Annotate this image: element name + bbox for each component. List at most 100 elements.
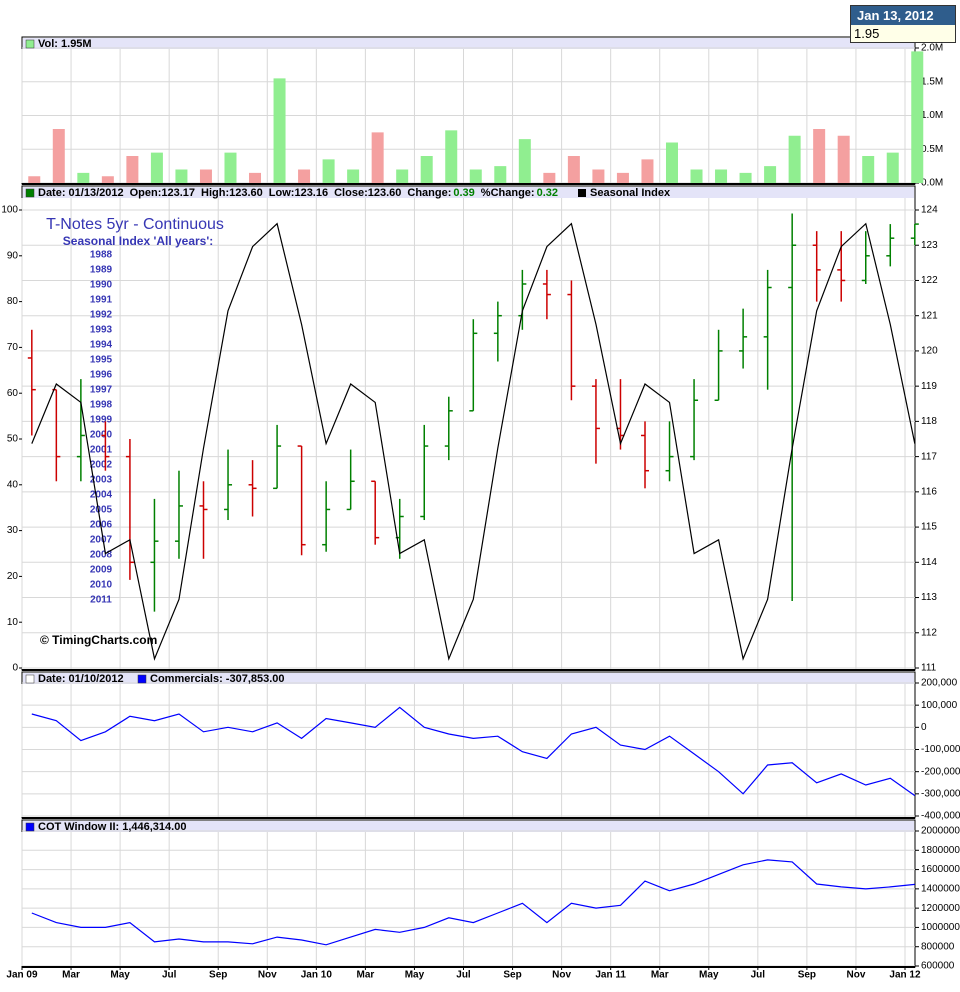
header-info: Date: 01/13/2012 Open:123.17 High:123.60 Lo…: [38, 187, 558, 199]
volume-bar: [592, 169, 605, 183]
series-line: [31, 222, 916, 661]
header-field: Open:123.17: [130, 187, 195, 199]
legend-swatch: [25, 39, 35, 49]
volume-bar: [911, 51, 924, 183]
volume-bar: [52, 129, 65, 183]
y-tick-label: 119: [921, 381, 937, 392]
y2-tick-label: 80: [7, 296, 19, 307]
volume-bar: [690, 169, 703, 183]
volume-bar: [396, 169, 409, 183]
x-tick-label: Mar: [651, 970, 669, 981]
volume-bar: [764, 166, 777, 183]
header-field: High:123.60: [201, 187, 263, 199]
volume-bar: [616, 172, 629, 183]
x-tick-label: Jan 09: [6, 970, 38, 981]
legend-swatch: [578, 189, 586, 197]
legend-label: Vol: 1.95M: [38, 38, 92, 50]
panel: [21, 819, 916, 968]
y-tick-label: 120: [921, 346, 938, 357]
volume-bar: [420, 156, 433, 183]
year-label: 1997: [90, 385, 113, 396]
year-label: 2008: [90, 550, 113, 561]
panel: [21, 671, 916, 819]
series-line: [31, 706, 916, 797]
header-field: 0.32: [537, 187, 558, 199]
year-label: 1996: [90, 370, 113, 381]
x-tick-label: Jan 10: [301, 970, 333, 981]
y-tick-label: 100,000: [921, 700, 958, 711]
year-label: 2003: [90, 475, 113, 486]
volume-bar: [469, 169, 482, 183]
y-tick-label: 113: [921, 592, 937, 603]
year-label: 2002: [90, 460, 113, 471]
header-field: 0.39: [453, 187, 474, 199]
y2-tick-label: 70: [7, 342, 19, 353]
y-tick-label: 1400000: [921, 883, 960, 894]
y-tick-label: 200,000: [921, 678, 958, 689]
year-label: 2004: [90, 490, 113, 501]
year-label: 1988: [90, 250, 113, 261]
legend-swatch: [137, 674, 147, 684]
y-tick-label: 1.0M: [921, 110, 943, 121]
y-tick-label: 800000: [921, 941, 955, 952]
y-tick-label: 111: [921, 663, 937, 674]
y-tick-label: 1800000: [921, 845, 960, 856]
y2-tick-label: 40: [7, 479, 19, 490]
volume-bar: [77, 172, 90, 183]
year-label: 2005: [90, 505, 113, 516]
year-label: 1991: [90, 295, 113, 306]
header-field: Date: 01/13/2012: [38, 187, 124, 199]
y-tick-label: 112: [921, 627, 937, 638]
volume-bar: [543, 172, 556, 183]
x-tick-label: Jul: [162, 970, 177, 981]
volume-bar: [715, 169, 728, 183]
y2-tick-label: 10: [7, 617, 19, 628]
x-tick-label: Sep: [503, 970, 521, 981]
chart-title: T-Notes 5yr - Continuous: [46, 216, 224, 233]
year-label: 1999: [90, 415, 113, 426]
header-swatch: [25, 674, 35, 684]
y-tick-label: 0: [921, 722, 927, 733]
y2-tick-label: 0: [12, 663, 18, 674]
y-tick-label: 1600000: [921, 864, 960, 875]
volume-bar: [28, 176, 41, 183]
volume-bar: [347, 169, 360, 183]
y2-tick-label: 100: [1, 205, 18, 216]
volume-bar: [886, 152, 899, 183]
volume-bar: [150, 152, 163, 183]
y-tick-label: 117: [921, 451, 937, 462]
panel-header: [23, 187, 914, 198]
y-tick-label: -100,000: [921, 744, 960, 755]
y2-tick-label: 90: [7, 250, 19, 261]
tooltip-date: Jan 13, 2012: [851, 6, 955, 25]
y-tick-label: 2000000: [921, 826, 960, 837]
year-label: 1989: [90, 265, 113, 276]
y2-tick-label: 60: [7, 388, 19, 399]
y-tick-label: 1.5M: [921, 76, 943, 87]
year-label: 2011: [90, 595, 112, 606]
volume-bar: [273, 78, 286, 183]
header-swatch: [25, 188, 35, 198]
y-tick-label: 1000000: [921, 922, 960, 933]
y-tick-label: 122: [921, 275, 938, 286]
year-label: 1992: [90, 310, 113, 321]
year-label: 2009: [90, 565, 113, 576]
panel-header: [23, 673, 914, 684]
panel: [21, 36, 916, 185]
header-field: %Change:: [481, 187, 535, 199]
x-tick-label: May: [405, 970, 425, 981]
volume-bar: [641, 159, 654, 183]
volume-bar: [837, 135, 850, 183]
year-label: 1995: [90, 355, 113, 366]
x-tick-label: May: [699, 970, 719, 981]
volume-bar: [518, 139, 531, 183]
volume-bar: [739, 172, 752, 183]
chart-subtitle: Seasonal Index 'All years':: [63, 234, 213, 248]
volume-bar: [199, 169, 212, 183]
tooltip: Jan 13, 2012 1.95: [850, 5, 956, 43]
volume-bar: [862, 156, 875, 183]
x-tick-label: Sep: [209, 970, 227, 981]
volume-bar: [298, 169, 311, 183]
